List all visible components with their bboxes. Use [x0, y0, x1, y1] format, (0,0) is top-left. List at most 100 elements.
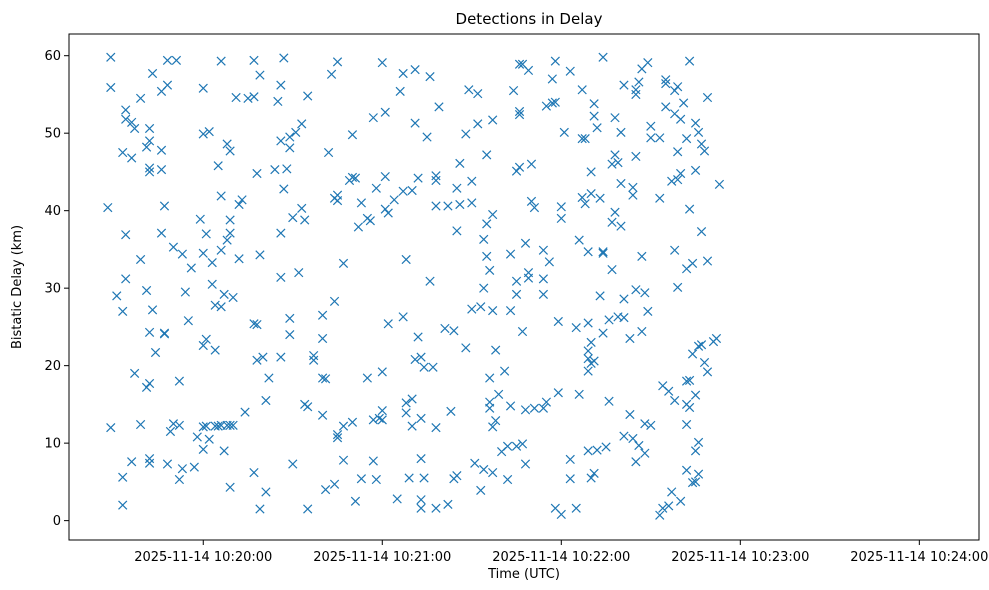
data-point [225, 215, 235, 225]
data-points [103, 52, 725, 520]
data-point [135, 254, 146, 265]
data-point [634, 77, 644, 87]
data-point [628, 433, 638, 444]
data-point [297, 119, 307, 129]
data-point [631, 85, 641, 95]
data-point [350, 173, 361, 183]
data-point [303, 402, 313, 412]
data-point [577, 133, 587, 144]
data-point [670, 395, 680, 406]
data-point [144, 378, 155, 389]
data-point [538, 289, 549, 299]
data-point [523, 65, 534, 76]
data-point [461, 343, 471, 353]
data-point [482, 219, 492, 229]
data-point [482, 150, 492, 160]
data-point [121, 230, 131, 240]
data-point [207, 257, 217, 268]
data-point [171, 55, 182, 65]
x-tick-label: 2025-11-14 10:24:00 [850, 550, 988, 565]
data-point [431, 175, 441, 186]
data-point [520, 459, 531, 469]
data-point [673, 82, 683, 92]
data-point [317, 310, 328, 320]
data-point [443, 499, 453, 509]
data-point [422, 132, 432, 142]
data-point [130, 368, 140, 379]
data-point [222, 235, 232, 245]
data-point [106, 52, 116, 62]
data-point [693, 437, 704, 447]
data-point [329, 479, 340, 489]
data-point [213, 421, 223, 431]
data-point [577, 85, 587, 95]
y-tick-label: 30 [44, 282, 61, 297]
data-point [365, 216, 375, 226]
data-point [121, 274, 131, 284]
data-point [285, 132, 295, 142]
data-point [556, 509, 566, 520]
data-point [144, 123, 155, 134]
data-point [162, 80, 173, 90]
data-point [684, 375, 695, 385]
data-point [162, 55, 173, 65]
data-point [317, 373, 328, 383]
data-point [425, 71, 435, 82]
data-point [398, 186, 408, 196]
x-axis-title: Time (UTC) [487, 567, 560, 582]
data-point [127, 153, 137, 163]
data-point [583, 366, 593, 376]
data-point [112, 291, 122, 301]
data-point [631, 285, 641, 295]
data-point [511, 276, 522, 286]
data-point [616, 127, 626, 138]
data-point [389, 195, 399, 205]
data-point [446, 406, 456, 416]
data-point [249, 92, 259, 102]
data-point [655, 510, 665, 520]
data-point [702, 256, 713, 266]
data-point [482, 251, 492, 262]
data-point [449, 326, 459, 336]
data-point [485, 403, 495, 413]
data-point [326, 69, 337, 79]
data-point [544, 257, 554, 267]
data-point [103, 202, 113, 213]
data-point [207, 279, 217, 289]
data-point [547, 74, 557, 84]
data-point [583, 354, 593, 364]
data-point [416, 454, 426, 464]
data-point [499, 366, 510, 376]
data-point [198, 129, 208, 139]
data-point [690, 477, 701, 487]
data-point [625, 333, 635, 344]
data-point [586, 189, 596, 199]
data-point [350, 496, 361, 506]
data-point [646, 121, 656, 131]
data-point [655, 133, 665, 143]
data-point [687, 349, 698, 359]
data-point [664, 501, 674, 511]
data-point [673, 147, 683, 157]
data-point [452, 471, 462, 481]
data-point [141, 382, 152, 392]
data-point [619, 294, 629, 304]
data-point [261, 395, 271, 406]
data-point [464, 85, 474, 95]
data-point [353, 222, 364, 232]
data-point [470, 458, 480, 468]
data-point [523, 273, 534, 283]
data-point [586, 167, 596, 177]
data-point [347, 417, 358, 427]
data-point [264, 373, 274, 383]
data-point [583, 446, 593, 456]
y-axis-title: Bistatic Delay (km) [10, 225, 25, 349]
data-point [467, 176, 477, 186]
data-point [240, 407, 250, 417]
data-point [628, 182, 638, 193]
data-point [407, 185, 417, 196]
data-point [598, 248, 608, 258]
data-point [135, 93, 146, 103]
data-point [619, 80, 629, 90]
data-point [702, 92, 713, 103]
